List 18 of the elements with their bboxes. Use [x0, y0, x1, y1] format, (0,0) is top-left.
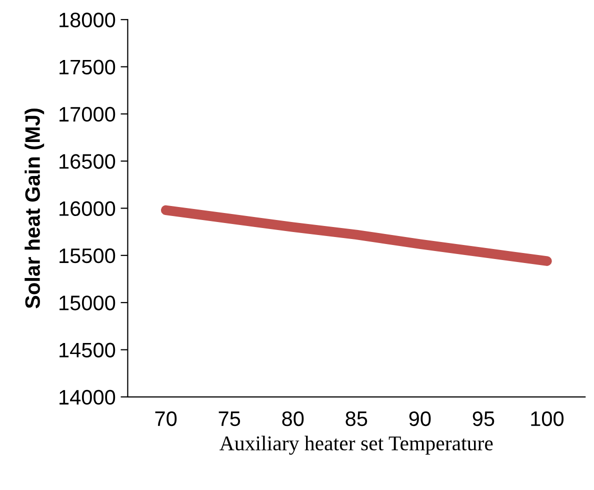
x-tick-label: 80 [282, 411, 304, 426]
y-tick-label: 15000 [60, 296, 116, 310]
y-tick-label: 18000 [60, 12, 116, 28]
y-tick-label: 17000 [60, 106, 116, 122]
y-tick-label: 16000 [60, 201, 116, 216]
x-tick-label: 70 [155, 411, 177, 426]
x-tick-label: 85 [346, 411, 368, 426]
y-tick-label: 17500 [60, 60, 116, 75]
x-tick-label: 75 [218, 412, 240, 426]
x-tick-label: 100 [531, 411, 564, 426]
y-tick-label: 14000 [60, 390, 116, 405]
x-tick-label: 95 [472, 411, 494, 426]
x-axis-title: Auxiliary heater set Temperature [220, 436, 493, 455]
y-tick-label: 15500 [60, 248, 116, 264]
y-axis-title: Solar heat Gain (MJ) [24, 108, 44, 308]
y-tick-label: 14500 [60, 342, 116, 358]
y-tick-label: 16500 [60, 154, 116, 169]
x-tick-label: 90 [409, 411, 431, 426]
